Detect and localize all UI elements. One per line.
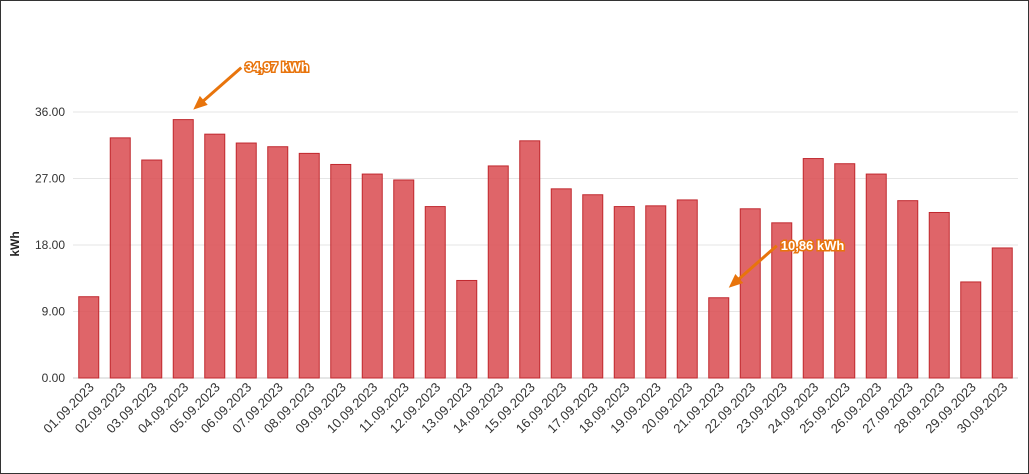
bar: [393, 179, 415, 379]
y-tick-label: 27.00: [35, 172, 65, 186]
bar: [456, 279, 478, 379]
annotation-arrow-shaft: [199, 66, 243, 105]
bar: [267, 146, 289, 379]
bar: [865, 173, 887, 379]
grid-lines: [73, 111, 1018, 379]
bar: [361, 173, 383, 379]
bars: [78, 119, 1013, 379]
annotation: 34,97 kWh: [193, 58, 310, 110]
y-tick-label: 0.00: [42, 371, 66, 385]
bar: [78, 296, 100, 379]
bar: [613, 206, 635, 379]
y-axis-label: kWh: [8, 231, 22, 256]
annotation-arrow-shaft: [734, 244, 778, 283]
bar: [676, 199, 698, 379]
bar: [519, 140, 541, 379]
annotation: 10,86 kWh: [728, 236, 846, 288]
annotations: 34,97 kWh 10,86 kWh: [193, 58, 846, 288]
bar: [928, 211, 950, 379]
bar: [204, 133, 226, 379]
bar: [834, 163, 856, 379]
annotation-arrow-head: [193, 95, 208, 110]
y-tick-label: 9.00: [42, 305, 66, 319]
bar: [141, 159, 163, 379]
bar: [298, 152, 320, 379]
bar: [487, 165, 509, 379]
bar: [897, 200, 919, 379]
bar: [109, 137, 131, 379]
annotation-label: 34,97 kWh: [245, 60, 309, 75]
x-axis-ticks: 01.09.202302.09.202303.09.202304.09.2023…: [40, 380, 1010, 437]
bar: [739, 208, 761, 379]
annotation-label: 10,86 kWh: [781, 238, 845, 253]
y-tick-label: 18.00: [35, 238, 65, 252]
bar: [172, 119, 194, 379]
y-tick-label: 36.00: [35, 105, 65, 119]
bar: [424, 206, 446, 379]
bar: [582, 194, 604, 379]
bar: [708, 297, 730, 379]
annotation-arrow-head: [728, 274, 744, 288]
bar: [991, 247, 1013, 379]
bar: [771, 222, 793, 379]
bar: [802, 158, 824, 379]
bar: [235, 142, 257, 379]
bar: [330, 163, 352, 379]
bar: [550, 188, 572, 379]
bar: [960, 281, 982, 379]
bar: [645, 205, 667, 379]
y-axis-ticks: 0.00 9.00 18.00 27.00 36.00: [35, 105, 65, 385]
